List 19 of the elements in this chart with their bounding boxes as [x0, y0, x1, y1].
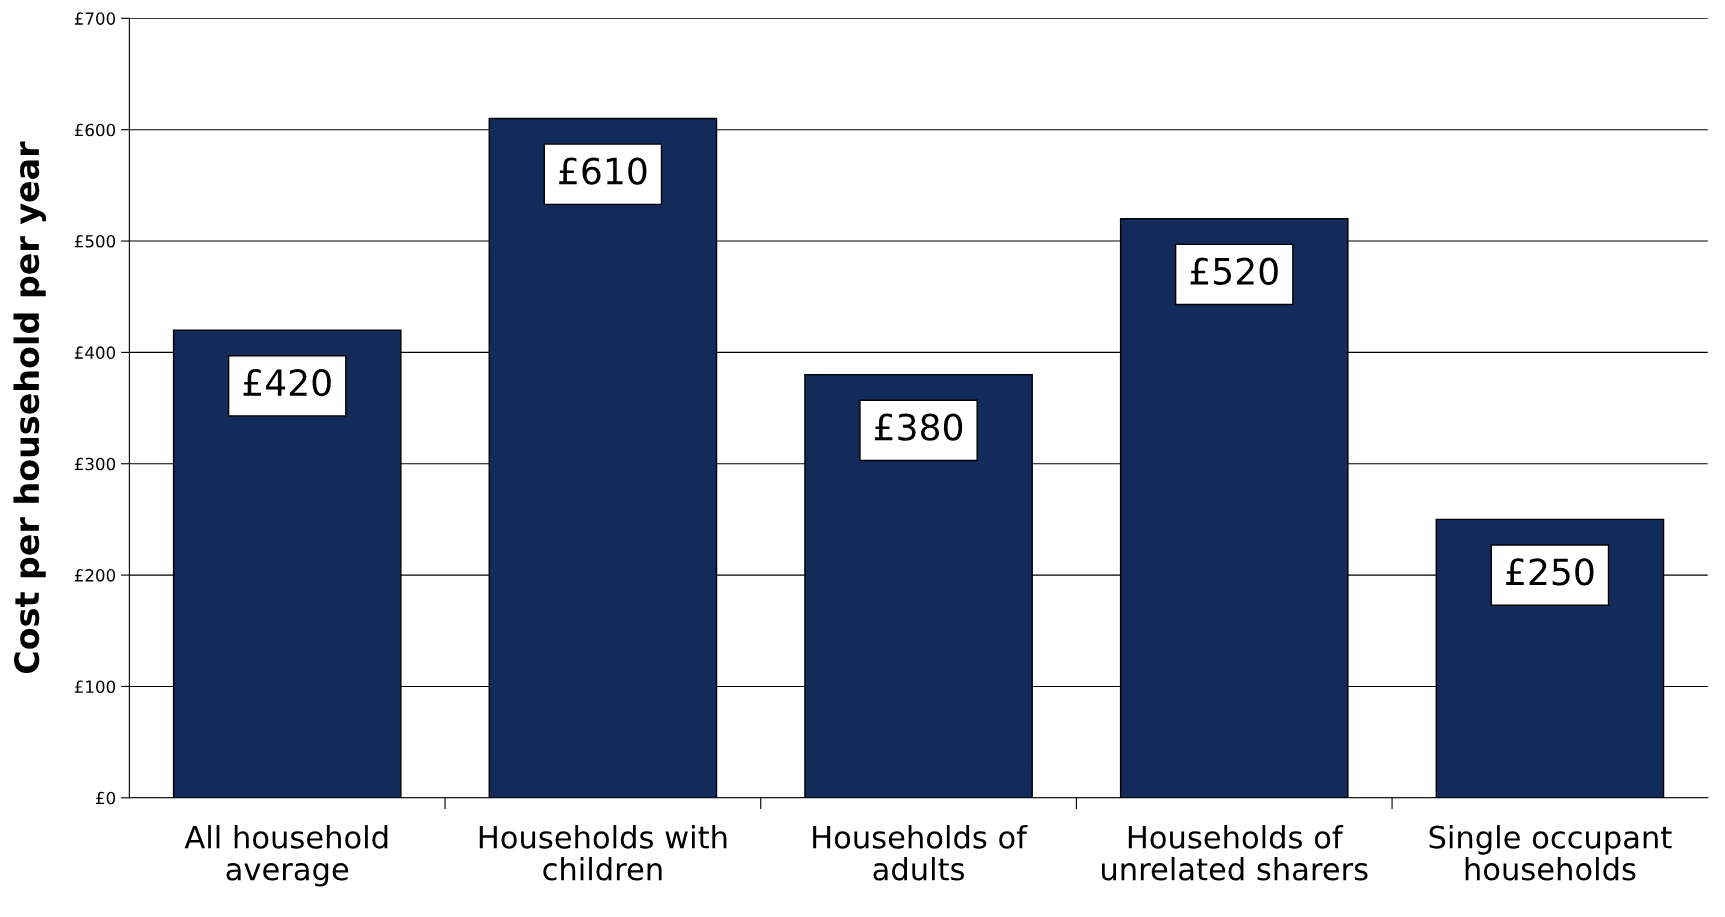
- data-label: £420: [243, 368, 331, 397]
- x-tick-label: Households of unrelated sharers: [1102, 825, 1368, 881]
- y-tick-label: £600: [74, 123, 116, 137]
- x-tick-label: All household average: [184, 825, 388, 887]
- x-tick-label: Households of adults: [813, 825, 1028, 881]
- y-tick-label: £300: [74, 457, 116, 471]
- data-label: £250: [1506, 558, 1594, 586]
- x-tick-label: Single occupant households: [1429, 825, 1672, 881]
- y-tick-label: £400: [74, 346, 116, 359]
- x-tick-label: Households with children: [479, 825, 727, 881]
- y-tick-label: £100: [74, 680, 116, 694]
- y-tick-label: £500: [74, 235, 116, 248]
- data-label: £520: [1190, 257, 1278, 285]
- data-label: £380: [874, 413, 963, 441]
- y-tick-label: £0: [96, 791, 116, 805]
- y-tick-label: £200: [74, 569, 116, 582]
- y-axis-title: Cost per household per year: [13, 141, 46, 674]
- data-label: £610: [559, 157, 647, 185]
- y-tick-label: £700: [74, 12, 116, 25]
